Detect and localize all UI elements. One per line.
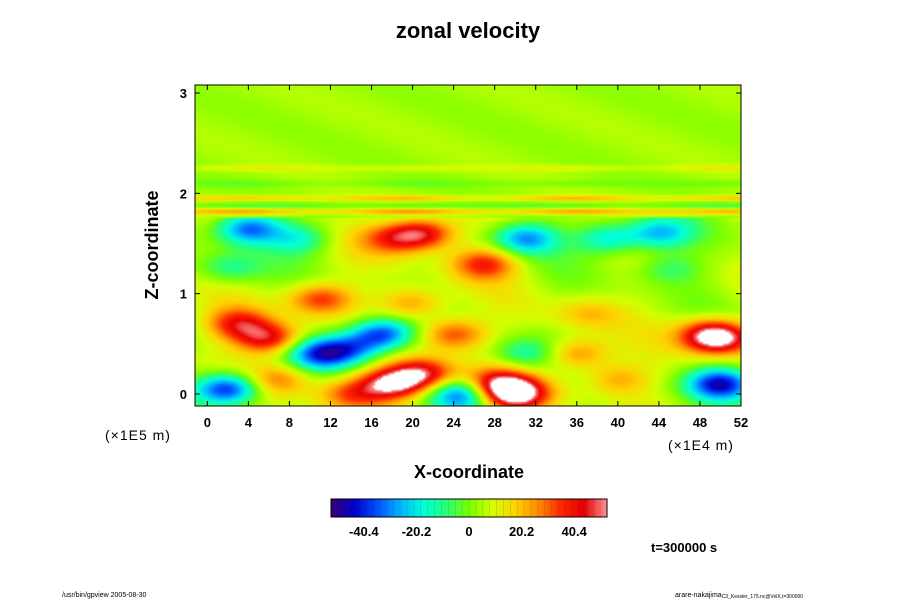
y-tick-label: 3	[180, 86, 187, 101]
x-axis-label: X-coordinate	[414, 462, 524, 482]
footer-right-main: arare-nakajima	[675, 592, 722, 599]
footer-left-note: /usr/bin/gpview 2005-08-30	[62, 592, 147, 599]
colorbar: -40.4 -20.2 0 20.2 40.4	[330, 498, 608, 539]
y-tick-label: 1	[180, 287, 187, 302]
colorbar-tick-label: -40.4	[349, 524, 379, 539]
colorbar-tick-label: 20.2	[509, 524, 534, 539]
x-tick-label: 52	[734, 415, 748, 430]
x-scale-note: (×1E4 m)	[668, 437, 734, 453]
colorbar-tick-label: 40.4	[562, 524, 588, 539]
x-tick-label: 0	[204, 415, 211, 430]
x-tick-label: 44	[652, 415, 667, 430]
y-axis-ticks: 0 1 2 3	[180, 86, 741, 402]
y-axis-label: Z-coordinate	[142, 190, 162, 299]
x-tick-label: 28	[487, 415, 501, 430]
x-tick-label: 48	[693, 415, 707, 430]
footer-right-note: arare-nakajimaC3_Kessler_175.nc@VelX,t=3…	[675, 592, 803, 600]
x-tick-label: 36	[570, 415, 584, 430]
footer-right-small: C3_Kessler_175.nc@VelX,t=300000	[722, 594, 804, 600]
y-scale-note: (×1E5 m)	[105, 427, 171, 443]
x-tick-label: 4	[245, 415, 253, 430]
y-tick-label: 0	[180, 387, 187, 402]
time-label: t=300000 s	[651, 540, 717, 555]
x-tick-label: 12	[323, 415, 337, 430]
colorbar-ticks: -40.4 -20.2 0 20.2 40.4	[337, 499, 601, 539]
plot-area	[194, 84, 742, 407]
x-axis-ticks: 0 4 8 12 16 20 24 28 32 36 40 44 48 52	[204, 85, 748, 430]
colorbar-tick-label: 0	[465, 524, 472, 539]
y-tick-label: 2	[180, 186, 187, 201]
x-tick-label: 8	[286, 415, 293, 430]
x-tick-label: 32	[529, 415, 543, 430]
x-tick-label: 24	[446, 415, 461, 430]
chart-title: zonal velocity	[396, 18, 541, 43]
x-tick-label: 40	[611, 415, 625, 430]
plot-frame	[194, 84, 742, 407]
x-tick-label: 16	[364, 415, 378, 430]
x-tick-label: 20	[405, 415, 419, 430]
heatmap-field	[195, 85, 741, 406]
colorbar-gradient	[330, 498, 608, 518]
colorbar-tick-label: -20.2	[402, 524, 432, 539]
